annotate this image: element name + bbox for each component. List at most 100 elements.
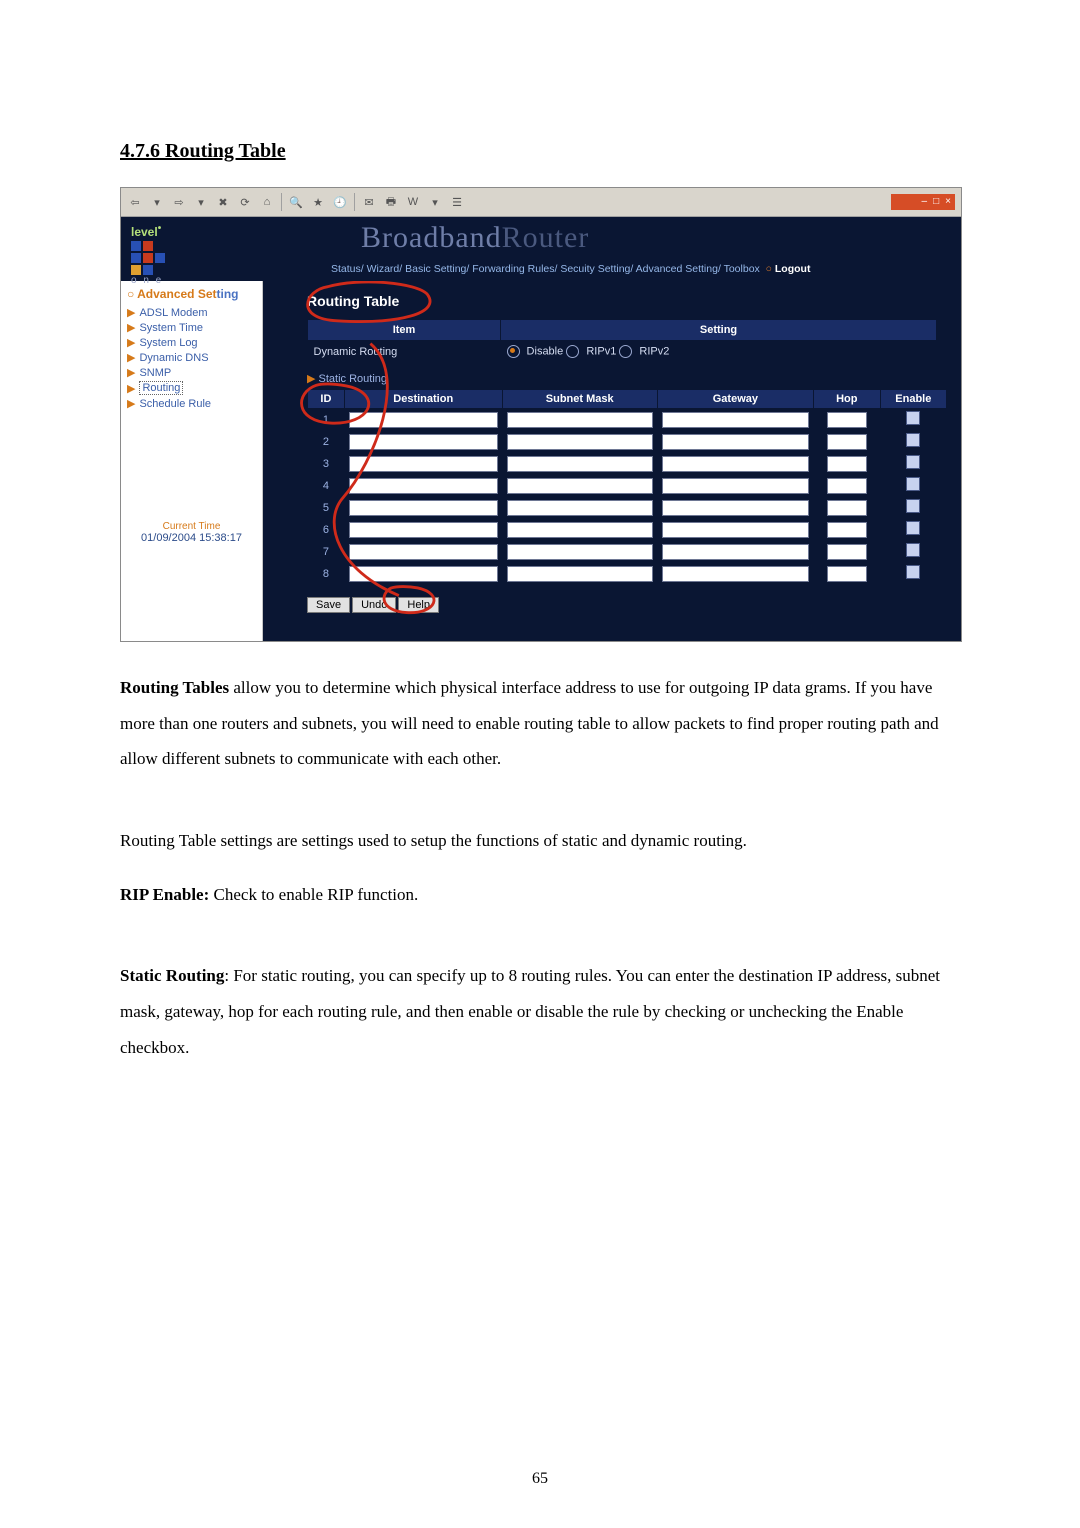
logo-square <box>131 241 141 251</box>
paragraph-2: Routing Table settings are settings used… <box>120 823 960 859</box>
separator <box>354 193 355 211</box>
enable-checkbox[interactable] <box>906 433 920 447</box>
table-row: 3 <box>308 453 947 475</box>
radio-disable[interactable] <box>507 345 520 358</box>
save-button[interactable]: Save <box>307 597 350 613</box>
gateway-input[interactable] <box>662 544 809 560</box>
enable-checkbox[interactable] <box>906 521 920 535</box>
separator <box>281 193 282 211</box>
enable-checkbox[interactable] <box>906 565 920 579</box>
gateway-input[interactable] <box>662 522 809 538</box>
close-icon[interactable]: × <box>945 197 951 207</box>
search-icon[interactable]: 🔍 <box>288 194 304 210</box>
subnet-mask-input[interactable] <box>507 544 653 560</box>
subnet-mask-input[interactable] <box>507 500 653 516</box>
destination-input[interactable] <box>349 412 498 428</box>
hop-input[interactable] <box>827 456 867 472</box>
print-icon[interactable]: 🖶 <box>383 194 399 210</box>
destination-input[interactable] <box>349 456 498 472</box>
minimize-icon[interactable]: – <box>922 197 928 207</box>
sidebar-item-routing[interactable]: ▶ Routing <box>127 380 256 396</box>
help-button[interactable]: Help <box>398 597 439 613</box>
discuss-icon[interactable]: ☰ <box>449 194 465 210</box>
row-id: 6 <box>308 519 345 541</box>
history-icon[interactable]: 🕘 <box>332 194 348 210</box>
sidebar-item-label: Routing <box>139 381 183 395</box>
sidebar-item-label: SNMP <box>139 367 171 379</box>
home-icon[interactable]: ⌂ <box>259 194 275 210</box>
gateway-input[interactable] <box>662 500 809 516</box>
maximize-icon[interactable]: □ <box>933 197 939 207</box>
hop-input[interactable] <box>827 522 867 538</box>
logo-square <box>155 253 165 263</box>
page-number: 65 <box>0 1470 1080 1488</box>
destination-input[interactable] <box>349 566 498 582</box>
hop-input[interactable] <box>827 544 867 560</box>
enable-checkbox[interactable] <box>906 455 920 469</box>
triangle-icon: ▶ <box>127 382 135 395</box>
enable-checkbox[interactable] <box>906 543 920 557</box>
static-routing-label: ▶ Static Routing <box>307 372 947 385</box>
triangle-icon: ▶ <box>127 351 135 364</box>
sidebar-item-adsl-modem[interactable]: ▶ADSL Modem <box>127 305 256 320</box>
button-row: SaveUndoHelp <box>307 597 947 613</box>
row-id: 3 <box>308 453 345 475</box>
row-id: 8 <box>308 563 345 585</box>
subnet-mask-input[interactable] <box>507 434 653 450</box>
enable-checkbox[interactable] <box>906 411 920 425</box>
gateway-input[interactable] <box>662 434 809 450</box>
radio-label: Disable <box>524 345 567 357</box>
sidebar-heading: ○ Advanced Setting <box>127 287 256 301</box>
sidebar-item-system-time[interactable]: ▶System Time <box>127 320 256 335</box>
mail-icon[interactable]: ✉ <box>361 194 377 210</box>
undo-button[interactable]: Undo <box>352 597 396 613</box>
content-area: ○ Advanced Setting ▶ADSL Modem▶System Ti… <box>121 281 961 641</box>
gateway-input[interactable] <box>662 412 809 428</box>
hop-input[interactable] <box>827 500 867 516</box>
grid-header-enable: Enable <box>880 390 946 409</box>
destination-input[interactable] <box>349 522 498 538</box>
page-title: Routing Table <box>307 293 947 309</box>
refresh-icon[interactable]: ⟳ <box>237 194 253 210</box>
row-label: Dynamic Routing <box>308 341 501 363</box>
sidebar-item-label: System Log <box>139 337 197 349</box>
hop-input[interactable] <box>827 412 867 428</box>
dropdown-icon[interactable]: ▾ <box>193 194 209 210</box>
subnet-mask-input[interactable] <box>507 522 653 538</box>
sidebar-item-schedule-rule[interactable]: ▶Schedule Rule <box>127 396 256 411</box>
subnet-mask-input[interactable] <box>507 566 653 582</box>
nav-breadcrumb: Status/ Wizard/ Basic Setting/ Forwardin… <box>331 263 810 275</box>
enable-checkbox[interactable] <box>906 499 920 513</box>
forward-icon[interactable]: ⇨ <box>171 194 187 210</box>
enable-checkbox[interactable] <box>906 477 920 491</box>
grid-header-subnet-mask: Subnet Mask <box>502 390 657 409</box>
dropdown-icon[interactable]: ▾ <box>427 194 443 210</box>
back-icon[interactable]: ⇦ <box>127 194 143 210</box>
gateway-input[interactable] <box>662 478 809 494</box>
subnet-mask-input[interactable] <box>507 412 653 428</box>
radio-ripv2[interactable] <box>619 345 632 358</box>
destination-input[interactable] <box>349 478 498 494</box>
triangle-icon: ▶ <box>127 366 135 379</box>
dropdown-icon[interactable]: ▾ <box>149 194 165 210</box>
sidebar-item-dynamic-dns[interactable]: ▶Dynamic DNS <box>127 350 256 365</box>
subnet-mask-input[interactable] <box>507 478 653 494</box>
favorites-icon[interactable]: ★ <box>310 194 326 210</box>
logout-link[interactable]: Logout <box>775 263 811 275</box>
subnet-mask-input[interactable] <box>507 456 653 472</box>
destination-input[interactable] <box>349 500 498 516</box>
gateway-input[interactable] <box>662 566 809 582</box>
hop-input[interactable] <box>827 434 867 450</box>
gateway-input[interactable] <box>662 456 809 472</box>
radio-ripv1[interactable] <box>566 345 579 358</box>
destination-input[interactable] <box>349 544 498 560</box>
destination-input[interactable] <box>349 434 498 450</box>
hop-input[interactable] <box>827 566 867 582</box>
sidebar-item-system-log[interactable]: ▶System Log <box>127 335 256 350</box>
row-id: 2 <box>308 431 345 453</box>
hop-input[interactable] <box>827 478 867 494</box>
word-icon[interactable]: W <box>405 194 421 210</box>
breadcrumb-text[interactable]: Status/ Wizard/ Basic Setting/ Forwardin… <box>331 263 760 275</box>
sidebar-item-snmp[interactable]: ▶ SNMP <box>127 365 256 380</box>
stop-icon[interactable]: ✖ <box>215 194 231 210</box>
